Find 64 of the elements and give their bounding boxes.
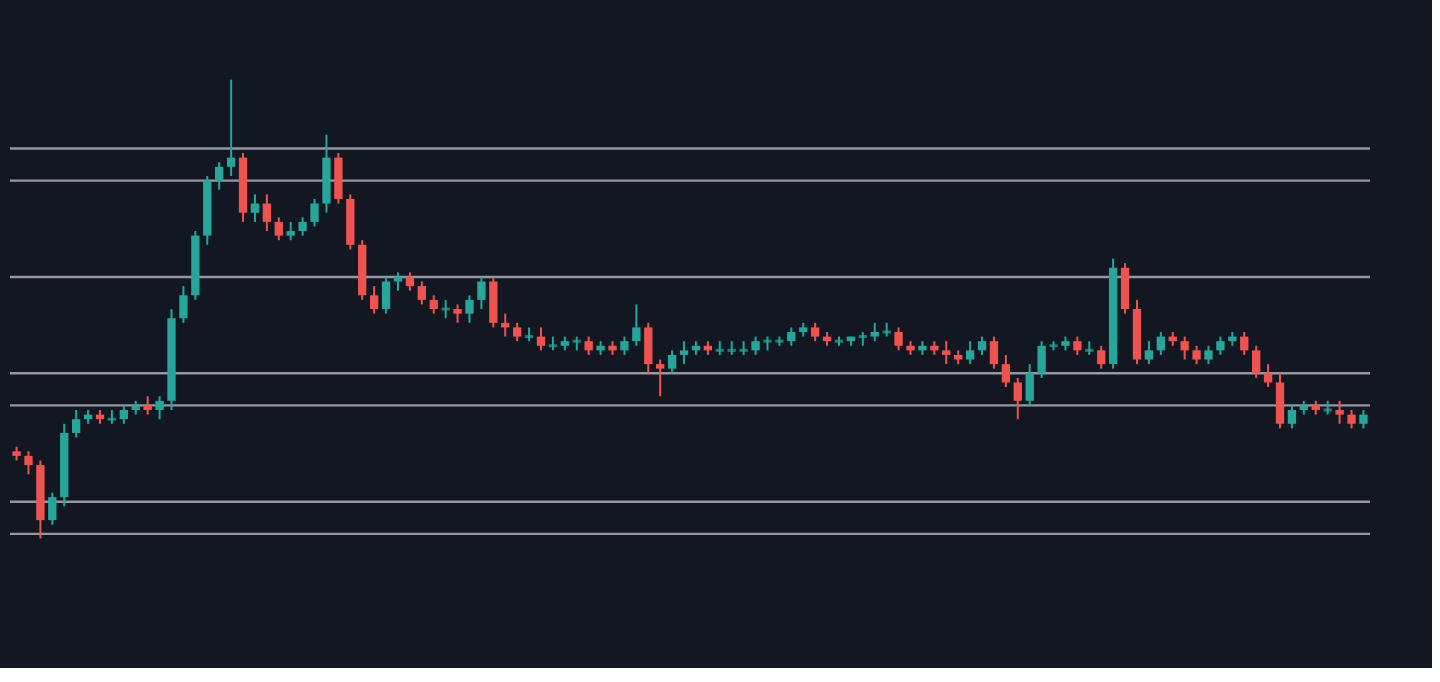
candlestick: [465, 294, 474, 324]
candlestick: [262, 193, 272, 233]
candlestick: [405, 271, 415, 292]
candlestick: [322, 133, 331, 214]
candlestick: [1287, 404, 1297, 430]
candlestick: [286, 220, 295, 242]
candlestick: [965, 340, 975, 366]
candlestick: [1097, 344, 1106, 370]
candlestick: [644, 321, 653, 375]
candlestick: [810, 321, 820, 343]
candlestick: [24, 450, 33, 476]
candlestick: [71, 409, 81, 439]
candlestick: [667, 349, 677, 375]
candlestick: [429, 294, 438, 315]
candlestick: [381, 275, 391, 315]
candlestick: [1263, 363, 1273, 389]
candlestick: [1013, 376, 1022, 421]
candlestick: [393, 271, 403, 292]
candlestick: [250, 193, 260, 223]
candlestick: [1347, 409, 1356, 430]
candlestick: [48, 491, 57, 526]
candlestick: [489, 275, 498, 329]
candlestick: [513, 321, 522, 343]
candlestick: [1216, 335, 1225, 356]
candlestick: [441, 298, 450, 320]
candlestick: [536, 326, 546, 352]
candlestick: [679, 340, 689, 366]
candlestick: [656, 358, 665, 398]
candlestick: [1120, 262, 1130, 315]
candlestick: [477, 275, 486, 311]
candlestick: [1180, 335, 1189, 361]
candlestick: [274, 216, 283, 242]
candlestick: [310, 197, 319, 228]
candlestick: [1359, 409, 1368, 430]
candlestick: [1240, 331, 1249, 356]
candlestick: [894, 326, 903, 352]
candlestick: [226, 78, 236, 177]
candlestick: [119, 404, 128, 425]
candlestick: [369, 285, 379, 315]
candlestick: [1275, 372, 1285, 430]
candlestick: [942, 340, 951, 366]
candlestick: [1335, 399, 1344, 425]
candlestick: [1252, 344, 1261, 379]
candlestick: [179, 285, 188, 324]
candlestick: [334, 152, 343, 205]
candlestick: [1204, 344, 1213, 366]
candlestick: [620, 335, 629, 356]
candlestick: [1025, 363, 1034, 407]
candlestick: [989, 335, 999, 370]
candlestick: [417, 280, 426, 306]
candlestick: [584, 335, 593, 356]
candlestick: [1144, 340, 1154, 366]
candlestick: [1001, 353, 1011, 389]
candlestick: [632, 303, 641, 347]
candlestick: [298, 216, 307, 237]
candlestick: [453, 303, 462, 324]
candlestick: [1192, 344, 1201, 366]
candlestick: [346, 193, 355, 251]
candlestick: [143, 395, 152, 416]
candlestick: [215, 161, 224, 191]
candlestick: [977, 335, 987, 356]
candlestick: [1156, 331, 1165, 356]
candlestick: [155, 395, 164, 421]
candlestick: [1073, 335, 1082, 356]
